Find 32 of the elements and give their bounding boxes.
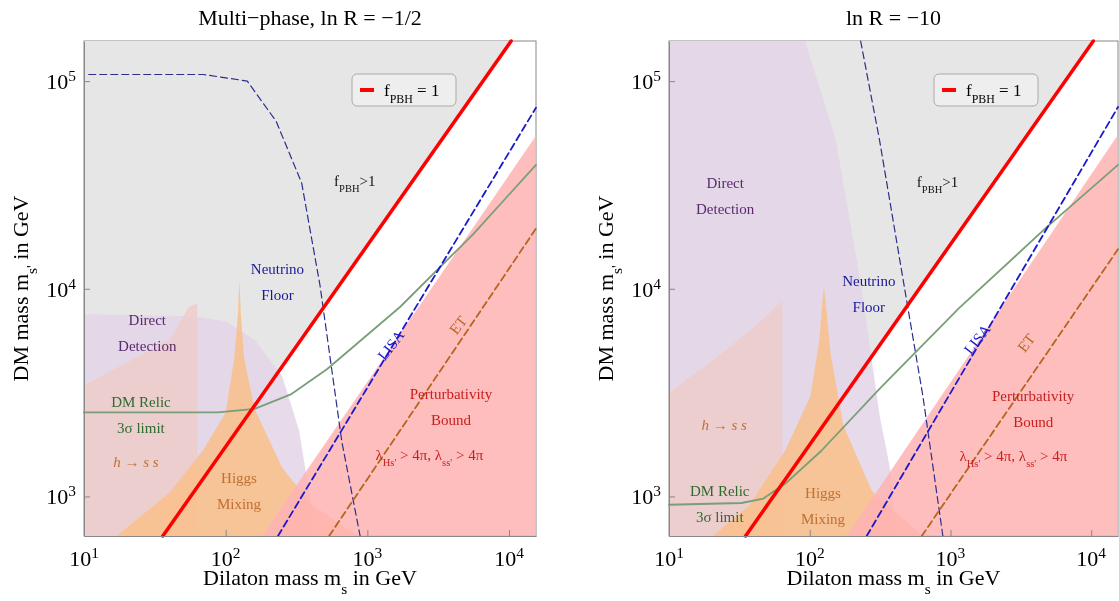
annotation: λ$_{Hs'}$ > 4π, λ$_{ss'}$ > 4π [375,446,484,468]
annotation: DM Relic 3σ limit [111,393,172,436]
annotation: Perturbativity Bound [409,386,493,429]
annotation: Neutrino Floor [842,273,896,316]
annotation: Neutrino Floor [250,261,305,304]
annotation: f$_{PBH}$>1 [334,173,376,194]
annotation: ET [446,312,471,338]
annotation: λ$_{Hs'}$ > 4π, λ$_{ss'}$ > 4π [959,448,1068,469]
y-tick-label: 10$^{3}$ [46,481,77,510]
annotation: Perturbativity Bound [991,388,1075,431]
annotation: Direct Detection [695,175,755,218]
legend-label: f$_{PBH}$ = 1 [384,81,440,106]
annotation: Direct Detection [118,311,177,354]
y-tick-label: 10$^{4}$ [631,274,662,302]
annotation: Higgs Mixing [800,485,846,528]
annotation: f$_{PBH}$>1 [916,174,959,195]
y-tick-label: 10$^{4}$ [46,274,77,302]
y-tick-label: 10$^{5}$ [46,66,77,95]
y-tick-label: 10$^{3}$ [631,481,662,510]
x-tick-label: 10$^{1}$ [654,543,684,571]
legend-label: f$_{PBH}$ = 1 [966,81,1022,106]
chart-title: Multi−phase, ln R = −1/2 [198,5,422,30]
annotation: Higgs Mixing [216,470,262,513]
annotation: ET [1014,330,1039,356]
x-tick-label: 10$^{4}$ [1076,543,1107,571]
x-tick-label: 10$^{4}$ [494,543,525,571]
annotation: DM Relic 3σ limit [689,483,750,526]
chart-title: ln R = −10 [845,5,942,30]
annotation: h → s s [113,453,159,470]
y-tick-label: 10$^{5}$ [631,66,662,95]
annotation: h → s s [701,416,748,433]
x-tick-label: 10$^{1}$ [69,543,99,571]
